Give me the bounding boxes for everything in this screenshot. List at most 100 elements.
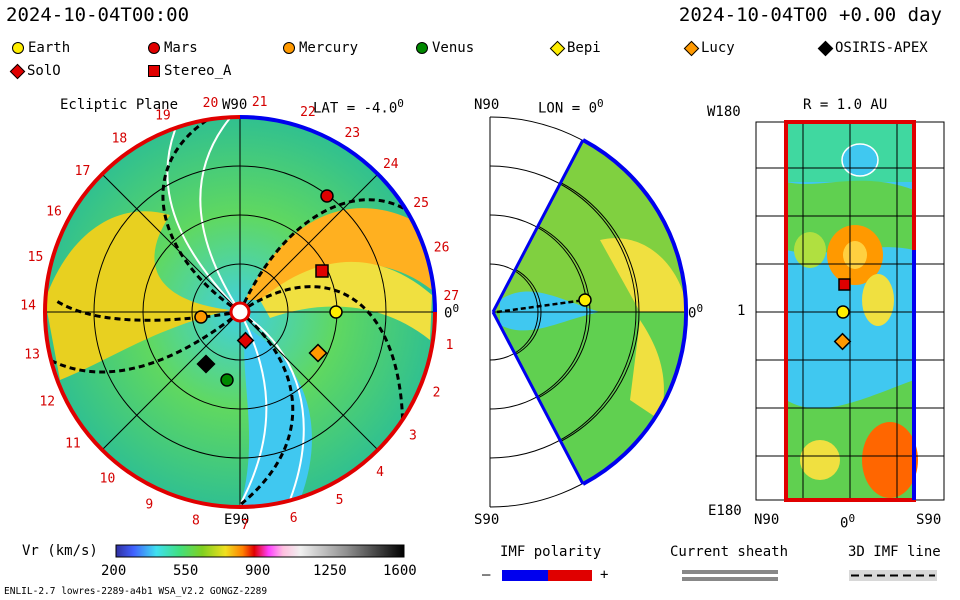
earth-body-marker	[329, 305, 343, 319]
rim-polarity-positive	[43, 311, 241, 509]
imf-line	[199, 117, 241, 313]
imf-polarity-title: IMF polarity	[500, 544, 602, 560]
sun-marker	[229, 301, 251, 323]
ecliptic-lat-label: LAT = -4.00	[313, 97, 404, 117]
earth-shell-marker	[836, 305, 850, 319]
meridional-s-label: S90	[474, 512, 500, 528]
legend-mars: Mars	[148, 40, 198, 56]
shell-x-left: N90	[754, 512, 780, 528]
carrington-label: 27	[443, 289, 459, 304]
fast-stream-region	[245, 208, 432, 300]
carrington-label: 1	[446, 338, 454, 353]
carrington-label: 4	[376, 465, 384, 480]
imf-line	[239, 311, 305, 501]
colorbar-tick: 900	[245, 563, 271, 579]
rim-polarity-positive	[43, 115, 241, 313]
colorbar-tick: 1250	[313, 563, 347, 579]
stereo-a-marker-icon	[148, 65, 160, 77]
shell-x-mid: 00	[840, 512, 856, 532]
carrington-labels: 20 21222324252627123456789101112131415161…	[20, 95, 459, 533]
carrington-label: 7	[241, 518, 249, 533]
carrington-label: 6	[290, 511, 298, 526]
carrington-label: 10	[100, 472, 116, 487]
carrington-label: 16	[46, 204, 62, 219]
imf-minus-label: –	[482, 567, 491, 583]
shell-w-label: W180	[707, 104, 741, 120]
carrington-label: 19	[155, 109, 171, 124]
west-stream-region	[45, 211, 230, 380]
legend-solo: SolO	[9, 63, 61, 79]
imf-negative-bar	[502, 570, 548, 581]
carrington-label: 13	[24, 348, 40, 363]
current-sheath-line	[682, 570, 778, 574]
mars-body-marker	[320, 189, 334, 203]
carrington-label: 22	[300, 105, 316, 120]
imf3d-title: 3D IMF line	[848, 544, 941, 560]
legend-earth: Earth	[12, 40, 70, 56]
current-sheath-title: Current sheath	[670, 544, 789, 560]
meridional-current-sheet	[496, 298, 586, 314]
shell-e-label: E180	[708, 503, 742, 519]
rim-polarity-negative	[239, 115, 437, 313]
solo-body-marker	[236, 331, 255, 350]
stereo-a-shell-marker	[838, 278, 851, 291]
mercury-marker-icon	[283, 42, 295, 54]
carrington-label: 11	[65, 437, 81, 452]
earth-meridional-marker	[578, 293, 592, 307]
colorbar-label: Vr (km/s)	[22, 543, 98, 559]
carrington-label: 8	[192, 513, 200, 528]
ecliptic-right-label: 00	[444, 302, 460, 322]
imf-positive-bar	[548, 570, 592, 581]
imf-plus-label: +	[600, 567, 609, 583]
legend-osiris-apex: OSIRIS-APEX	[817, 40, 928, 56]
meridional-n-label: N90	[474, 97, 500, 113]
legend-stereo-a: Stereo_A	[148, 63, 231, 79]
mars-marker-icon	[148, 42, 160, 54]
osiris-apex-body-marker	[196, 354, 216, 374]
colorbar-tick: 200	[101, 563, 127, 579]
rim-polarity-positive	[239, 311, 437, 509]
carrington-label: 15	[28, 250, 44, 265]
shell-mid-label: 1	[737, 303, 746, 319]
carrington-label: 2	[433, 385, 441, 400]
carrington-label: 25	[413, 196, 429, 211]
venus-body-marker	[220, 373, 234, 387]
carrington-label: 12	[39, 395, 55, 410]
time-label-right: 2024-10-04T00 +0.00 day	[678, 4, 942, 26]
legend-venus: Venus	[416, 40, 474, 56]
fast-stream-edge	[260, 261, 432, 340]
meridional-edge	[491, 311, 585, 485]
legend-lucy: Lucy	[683, 40, 735, 56]
model-info: ENLIL-2.7 lowres-2289-a4b1 WSA_V2.2 GONG…	[4, 586, 268, 597]
lucy-shell-marker	[833, 332, 852, 351]
meridional-lon-label: LON = 00	[538, 97, 604, 117]
time-label-left: 2024-10-04T00:00	[6, 4, 190, 26]
carrington-label: 20	[203, 96, 219, 111]
legend-mercury: Mercury	[283, 40, 358, 56]
shell-r-label: R = 1.0 AU	[803, 97, 888, 113]
imf-line	[239, 311, 268, 506]
meridional-edge	[491, 139, 585, 313]
velocity-colorbar	[115, 544, 405, 558]
colorbar-tick: 1600	[383, 563, 417, 579]
carrington-label: 24	[383, 157, 399, 172]
shell-plot	[755, 120, 945, 502]
earth-marker-icon	[12, 42, 24, 54]
ecliptic-title: Ecliptic Plane	[60, 97, 179, 113]
carrington-label: 23	[344, 126, 360, 141]
lucy-body-marker	[308, 343, 328, 363]
legend-bepi: Bepi	[549, 40, 601, 56]
ecliptic-bottom-label: E90	[224, 512, 250, 528]
current-sheath-line	[682, 577, 778, 581]
meridional-rim	[582, 138, 689, 486]
ecliptic-top-label: W90	[222, 97, 248, 113]
carrington-label: 14	[20, 299, 36, 314]
carrington-label: 17	[75, 164, 91, 179]
colorbar-tick: 550	[173, 563, 199, 579]
stereo-a-body-marker	[315, 264, 329, 278]
carrington-label: 9	[145, 498, 153, 513]
imf-line	[166, 129, 241, 313]
carrington-label: 26	[434, 241, 450, 256]
venus-marker-icon	[416, 42, 428, 54]
